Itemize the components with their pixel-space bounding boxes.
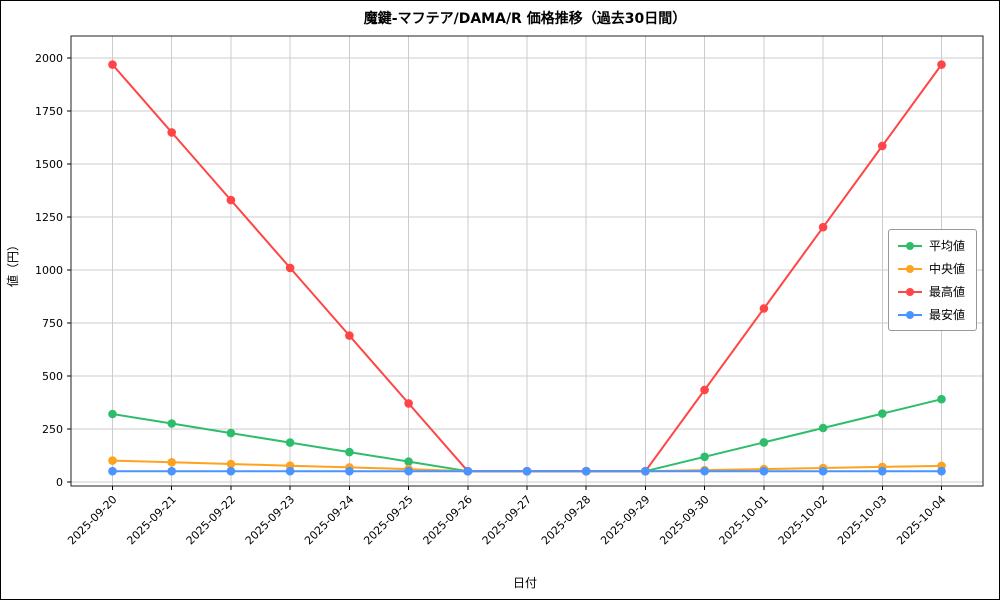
series-marker-2 xyxy=(818,222,828,232)
y-tick-label: 500 xyxy=(42,370,63,383)
series-marker-2 xyxy=(108,60,117,69)
x-tick-label: 2025-09-27 xyxy=(480,493,534,547)
legend-item-2: 最高値 xyxy=(897,283,965,300)
series-marker-0 xyxy=(167,419,176,428)
series-marker-2 xyxy=(167,128,176,137)
legend-marker-icon xyxy=(905,310,914,319)
series-marker-0 xyxy=(285,438,295,447)
x-tick-label: 2025-09-22 xyxy=(184,493,238,547)
series-marker-0 xyxy=(108,409,117,419)
plot-area: 0 250 500 750 1000 1250 1500 1750 2000 2025-09-20… xyxy=(35,35,984,547)
legend-label-1: 中央値 xyxy=(928,262,965,276)
series-marker-3 xyxy=(937,466,946,476)
chart-title: 魔鍵-マフテア/DAMA/R 価格推移（過去30日間） xyxy=(364,10,686,27)
series-marker-0 xyxy=(878,409,887,418)
x-axis-label: 日付 xyxy=(513,576,537,590)
series-marker-0 xyxy=(404,457,413,466)
y-tick-label: 1500 xyxy=(35,158,63,171)
x-tick-label: 2025-09-30 xyxy=(657,493,711,547)
series-marker-2 xyxy=(345,331,354,340)
x-tick-label: 2025-09-28 xyxy=(539,493,593,547)
series-marker-2 xyxy=(285,263,295,273)
series-marker-1 xyxy=(108,456,117,465)
x-tick-label: 2025-09-20 xyxy=(65,493,119,547)
series-marker-0 xyxy=(345,447,354,457)
legend-swatch-1 xyxy=(897,264,922,273)
y-tick-label: 1000 xyxy=(35,264,63,277)
series-marker-0 xyxy=(759,438,769,447)
legend-marker-icon xyxy=(905,264,914,273)
legend-swatch-2 xyxy=(897,287,922,296)
series-marker-3 xyxy=(700,466,709,476)
x-tick-label: 2025-09-29 xyxy=(598,493,652,547)
series-marker-3 xyxy=(345,466,354,476)
legend-item-3: 最安値 xyxy=(897,306,965,323)
x-tick-label: 2025-09-26 xyxy=(421,493,475,547)
series-marker-2 xyxy=(700,385,709,395)
y-tick-label: 1250 xyxy=(35,211,63,224)
legend-marker-icon xyxy=(905,287,914,296)
x-tick-label: 2025-10-04 xyxy=(894,493,948,547)
series-marker-0 xyxy=(818,423,828,433)
series-marker-3 xyxy=(581,466,591,476)
series-marker-0 xyxy=(937,394,946,404)
legend-label-2: 最高値 xyxy=(928,285,965,299)
x-tick-label: 2025-09-21 xyxy=(124,493,178,547)
legend-swatch-3 xyxy=(897,310,922,319)
y-tick-label: 750 xyxy=(42,317,63,330)
series-marker-3 xyxy=(226,466,236,476)
series-marker-3 xyxy=(759,466,769,476)
y-tick-label: 2000 xyxy=(35,52,63,65)
series-marker-3 xyxy=(522,466,532,476)
x-tick-label: 2025-10-03 xyxy=(835,493,889,547)
y-tick-label: 1750 xyxy=(35,105,63,118)
series-marker-2 xyxy=(937,60,946,69)
x-tick-label: 2025-09-23 xyxy=(243,493,297,547)
legend-swatch-0 xyxy=(897,241,922,250)
legend-item-0: 平均値 xyxy=(897,237,965,254)
series-marker-2 xyxy=(226,195,236,205)
x-tick-label: 2025-10-01 xyxy=(717,493,771,547)
series-marker-2 xyxy=(878,141,887,151)
series-marker-3 xyxy=(463,466,473,476)
x-tick-label: 2025-09-24 xyxy=(302,493,356,547)
y-tick-label: 250 xyxy=(42,423,63,436)
legend: 平均値中央値最高値最安値 xyxy=(887,229,977,331)
legend-label-0: 平均値 xyxy=(928,239,965,253)
y-tick-label: 0 xyxy=(56,476,63,489)
series-marker-1 xyxy=(167,458,176,467)
series-marker-2 xyxy=(759,304,769,313)
x-tick-label: 2025-09-25 xyxy=(361,493,415,547)
series-marker-2 xyxy=(404,399,413,408)
series-marker-3 xyxy=(167,466,176,476)
series-marker-3 xyxy=(878,466,887,476)
series-marker-3 xyxy=(285,466,295,476)
series-marker-3 xyxy=(108,466,117,476)
series-marker-1 xyxy=(226,459,236,469)
legend-marker-icon xyxy=(905,241,914,250)
series-marker-3 xyxy=(404,466,413,476)
y-axis-label: 値（円） xyxy=(5,239,20,287)
legend-item-1: 中央値 xyxy=(897,260,965,277)
series-marker-3 xyxy=(641,466,650,476)
legend-label-3: 最安値 xyxy=(928,308,965,322)
series-marker-0 xyxy=(700,452,709,462)
series-marker-3 xyxy=(818,466,828,476)
x-tick-label: 2025-10-02 xyxy=(776,493,830,547)
series-marker-0 xyxy=(226,428,236,438)
